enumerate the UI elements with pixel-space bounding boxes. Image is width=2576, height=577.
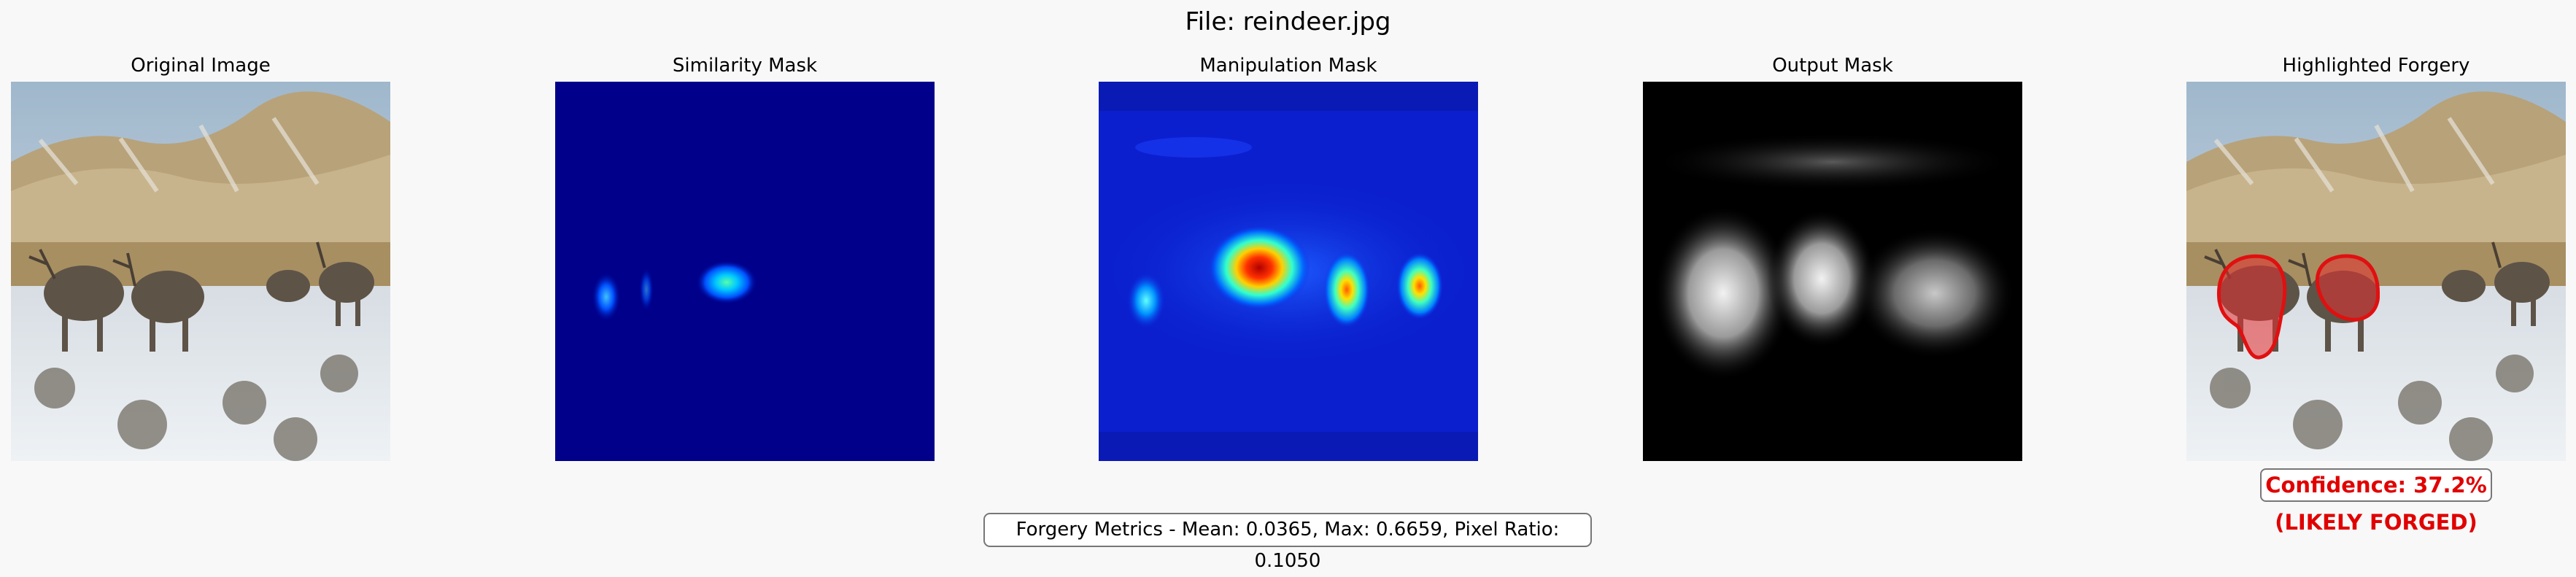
output-mask-title: Output Mask xyxy=(1772,55,1893,77)
figure-title: File: reindeer.jpg xyxy=(1185,7,1391,36)
manipulation-mask xyxy=(1099,82,1478,461)
output-mask xyxy=(1643,82,2022,461)
original-image xyxy=(11,82,390,461)
forgery-verdict: (LIKELY FORGED) xyxy=(2275,510,2478,535)
highlighted-forgery-title: Highlighted Forgery xyxy=(2282,55,2470,77)
similarity-mask xyxy=(555,82,935,461)
original-image-title: Original Image xyxy=(131,55,271,77)
manipulation-mask-title: Manipulation Mask xyxy=(1199,55,1377,77)
confidence-badge: Confidence: 37.2% xyxy=(2260,468,2492,502)
forgery-metrics-box: Forgery Metrics - Mean: 0.0365, Max: 0.6… xyxy=(983,513,1592,572)
similarity-mask-title: Similarity Mask xyxy=(672,55,818,77)
highlighted-forgery-image xyxy=(2186,82,2566,461)
